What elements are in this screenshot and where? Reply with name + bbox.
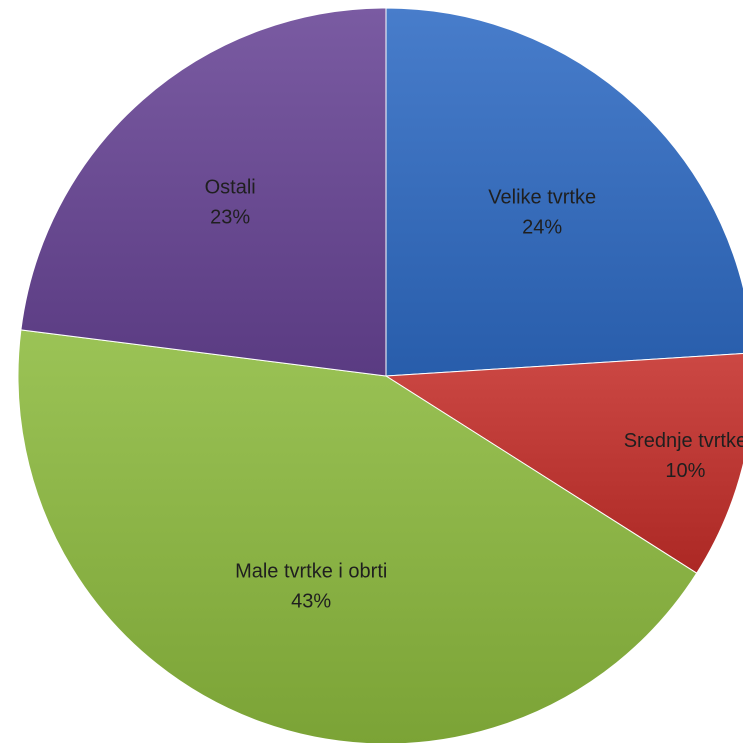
- pie-slices: [17, 7, 743, 743]
- slice-category-label: Velike tvrtke: [488, 187, 596, 209]
- pie-slice-male-tvrtke-i-obrti: [17, 329, 698, 743]
- pie-slice-srednje-tvrtke: [384, 353, 743, 574]
- slice-percent-label: 24%: [522, 217, 562, 239]
- slice-percent-label: 43%: [291, 591, 331, 613]
- slice-percent-label: 10%: [665, 460, 705, 482]
- slice-category-label: Male tvrtke i obrti: [235, 561, 387, 583]
- slice-percent-label: 23%: [210, 206, 250, 228]
- pie-slice-velike-tvrtke: [385, 7, 743, 377]
- pie-slice-ostali: [20, 7, 387, 377]
- slice-category-label: Ostali: [205, 176, 256, 198]
- pie-labels: Velike tvrtke 24% Srednje tvrtke 10% Male tv…: [205, 176, 743, 612]
- slice-category-label: Srednje tvrtke: [624, 430, 743, 452]
